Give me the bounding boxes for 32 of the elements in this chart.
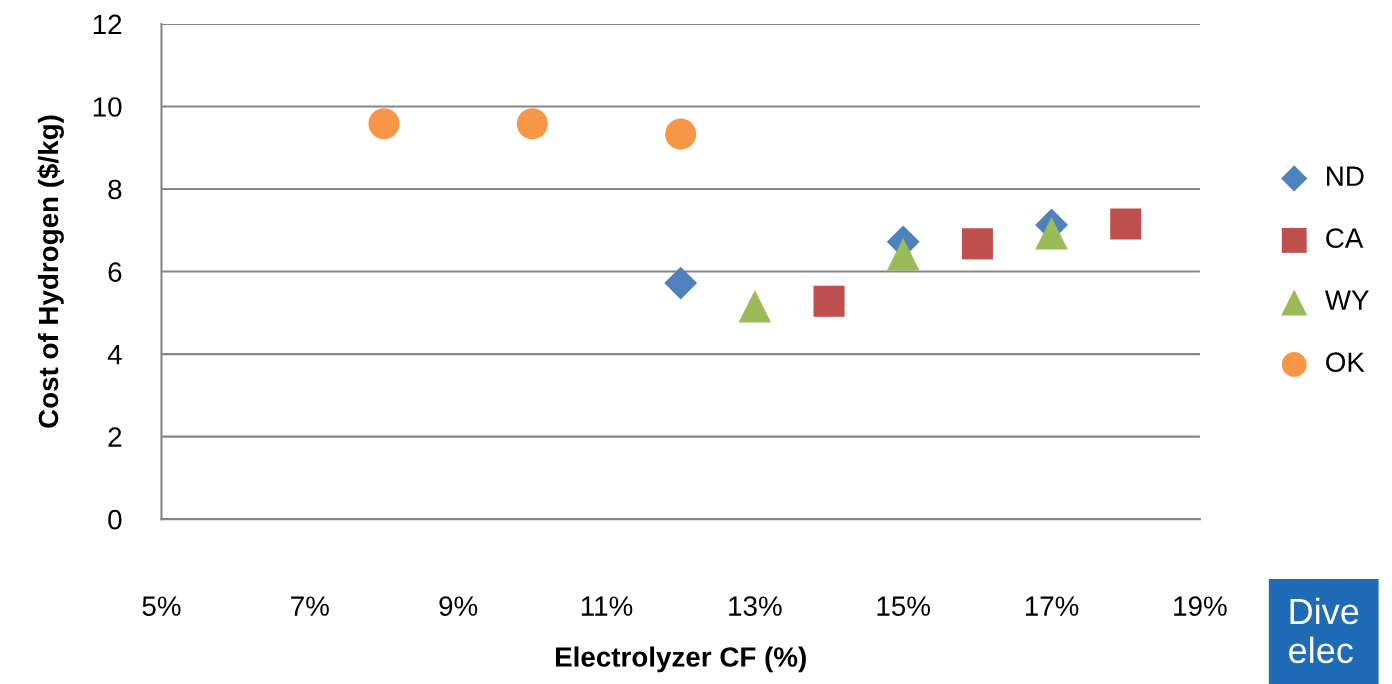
point <box>886 237 920 271</box>
y-tick-label: 2 <box>108 427 122 447</box>
x-tick-label: 11% <box>581 596 633 616</box>
legend-label: CA <box>1326 228 1364 248</box>
point <box>665 118 697 150</box>
x-tick-label: 19% <box>1174 596 1227 616</box>
y-tick-label: 4 <box>107 345 122 365</box>
x-tick-label: 7% <box>291 596 329 616</box>
point <box>1110 208 1142 240</box>
x-tick-label: 9% <box>439 596 478 616</box>
x-tick-label: 5% <box>142 596 181 616</box>
y-tick-label: 8 <box>108 179 122 200</box>
y-tick-label: 6 <box>108 262 122 282</box>
x-tick-label: 15% <box>877 596 931 616</box>
y-axis-title: Cost of Hydrogen ($/kg) <box>37 115 64 428</box>
point <box>516 108 548 140</box>
x-axis-title: Electrolyzer CF (%) <box>555 646 806 673</box>
point <box>368 108 400 140</box>
legend-label: OK <box>1326 352 1365 373</box>
y-tick-label: 12 <box>93 14 122 35</box>
point <box>813 285 845 317</box>
x-tick-label: 17% <box>1025 596 1079 616</box>
text: Dive elec <box>1289 597 1359 664</box>
legend-label: WY <box>1324 290 1369 310</box>
legend-label: ND <box>1327 166 1364 186</box>
point <box>738 289 772 323</box>
y-tick-label: 10 <box>93 97 122 117</box>
y-tick-label: 0 <box>108 509 122 530</box>
point <box>664 266 698 300</box>
point <box>1035 216 1068 250</box>
point <box>961 228 993 260</box>
x-tick-label: 13% <box>729 596 782 616</box>
